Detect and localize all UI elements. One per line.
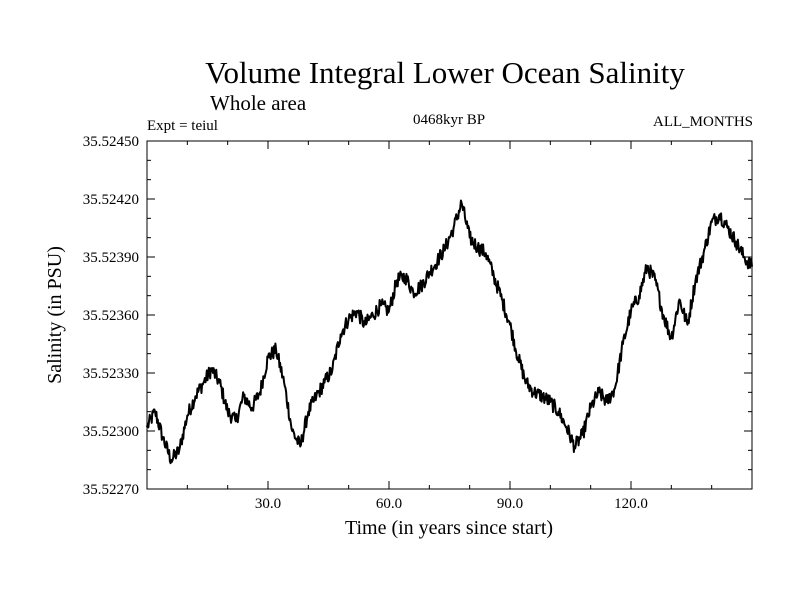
- y-tick-label: 35.52300: [83, 424, 139, 440]
- x-axis-label: Time (in years since start): [345, 517, 553, 539]
- x-tick-label: 60.0: [376, 496, 402, 512]
- chart-title: Volume Integral Lower Ocean Salinity: [205, 55, 685, 90]
- salinity-series-line: [146, 199, 753, 465]
- y-axis-label: Salinity (in PSU): [44, 246, 66, 384]
- x-tick-label: 90.0: [497, 496, 523, 512]
- y-tick-label: 35.52270: [83, 482, 139, 498]
- y-tick-label: 35.52360: [83, 308, 139, 324]
- y-tick-label: 35.52330: [83, 366, 139, 382]
- x-axis: 30.0 60.0 90.0 120.0: [146, 141, 753, 512]
- x-tick-label: 30.0: [255, 496, 281, 512]
- y-axis: 35.52270 35.52300 35.52330 35.52360 35.52390…: [83, 134, 752, 498]
- plot-frame: [146, 140, 753, 490]
- y-tick-label: 35.52390: [83, 250, 139, 266]
- x-tick-label: 120.0: [614, 496, 648, 512]
- experiment-label: Expt = teiul: [147, 118, 218, 134]
- y-tick-label: 35.52450: [83, 134, 139, 150]
- months-label: ALL_MONTHS: [653, 114, 753, 130]
- y-tick-label: 35.52420: [83, 192, 139, 208]
- period-label: 0468kyr BP: [413, 112, 485, 128]
- chart-subtitle: Whole area: [210, 91, 307, 115]
